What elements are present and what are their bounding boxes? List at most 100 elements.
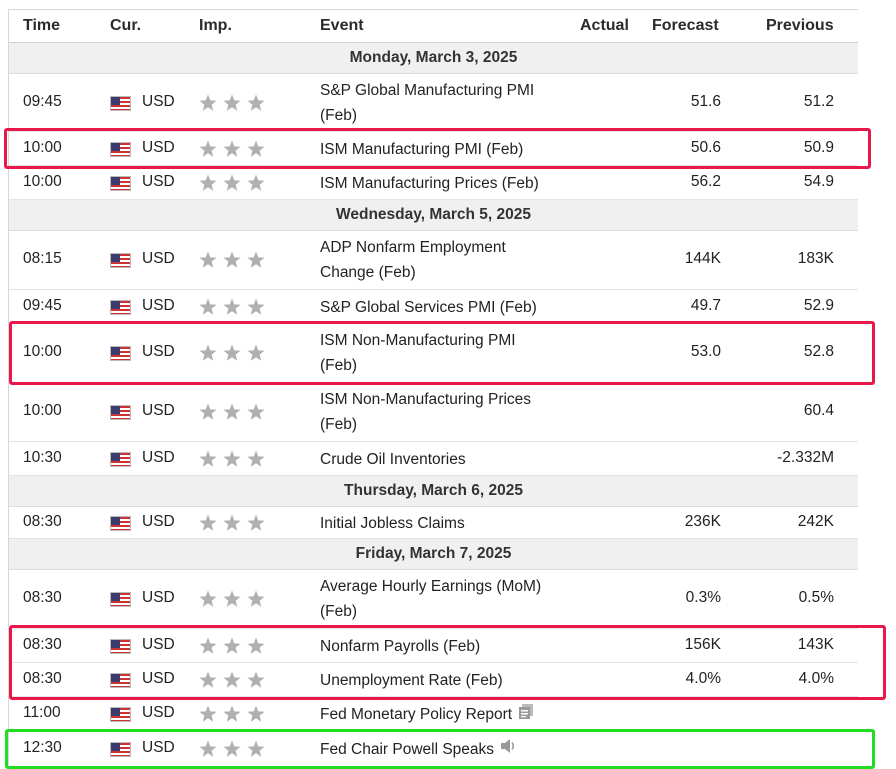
- day-header-label: Wednesday, March 5, 2025: [336, 206, 531, 223]
- event-forecast: 56.2: [690, 172, 721, 190]
- star-icon: [247, 450, 265, 467]
- event-name[interactable]: Fed Chair Powell Speaks: [320, 737, 560, 762]
- event-currency: USD: [142, 343, 175, 360]
- importance-stars: [199, 140, 269, 158]
- star-icon: [199, 671, 217, 688]
- event-name[interactable]: ISM Manufacturing Prices (Feb): [320, 171, 560, 196]
- star-icon: [247, 298, 265, 315]
- us-flag-icon: [110, 515, 131, 531]
- event-name[interactable]: Fed Monetary Policy Report: [320, 702, 560, 727]
- event-currency: USD: [142, 635, 175, 653]
- us-flag-icon: [110, 405, 131, 420]
- event-name[interactable]: Crude Oil Inventories: [320, 447, 560, 472]
- star-icon: [223, 637, 241, 654]
- star-icon: [223, 251, 241, 268]
- table-row[interactable]: 09:45 USD S&P Global Manufacturing PMI (Feb…: [9, 74, 858, 132]
- importance-stars: [199, 344, 269, 362]
- document-icon[interactable]: [518, 702, 534, 727]
- star-icon: [199, 740, 217, 757]
- importance-stars: [199, 590, 269, 608]
- col-currency-header[interactable]: Cur.: [110, 17, 142, 34]
- us-flag-icon: [110, 638, 131, 654]
- star-icon: [199, 140, 217, 157]
- col-previous-header[interactable]: Previous: [766, 17, 834, 34]
- us-flag-icon: [110, 95, 131, 111]
- event-forecast: 4.0%: [685, 669, 721, 687]
- table-row[interactable]: 08:30 USD Unemployment Rate (Feb) 4.0% 4.0%: [9, 663, 858, 697]
- col-forecast-header[interactable]: Forecast: [652, 17, 719, 34]
- table-row[interactable]: 10:30 USD Crude Oil Inventories -2.332M: [9, 442, 858, 476]
- us-flag-icon: [110, 253, 131, 268]
- event-name-line1: S&P Global Manufacturing PMI: [320, 81, 535, 99]
- star-icon: [247, 94, 265, 111]
- table-row[interactable]: 08:30 USD Initial Jobless Claims 236K 242K: [9, 507, 858, 539]
- day-header: Friday, March 7, 2025: [9, 539, 858, 570]
- event-forecast: 156K: [684, 635, 721, 653]
- table-row[interactable]: 09:45 USD S&P Global Services PMI (Feb) 49.…: [9, 290, 858, 324]
- table-row[interactable]: 10:00 USD ISM Non-Manufacturing Prices (Feb…: [9, 383, 858, 442]
- speaker-icon[interactable]: [500, 737, 518, 762]
- col-actual-header[interactable]: Actual: [580, 17, 629, 34]
- event-time: 08:30: [23, 512, 62, 530]
- event-name-line1: ISM Non-Manufacturing Prices: [320, 391, 532, 408]
- table-row[interactable]: 08:30 USD Average Hourly Earnings (MoM) (Fe…: [9, 570, 858, 629]
- star-icon: [223, 344, 241, 361]
- event-previous: 143K: [797, 635, 834, 653]
- table-header: Time Cur. Imp. Event Actual Forecast Pre…: [9, 10, 858, 43]
- table-row[interactable]: 10:00 USD ISM Manufacturing Prices (Feb) 56…: [9, 166, 858, 200]
- day-header-label: Friday, March 7, 2025: [355, 545, 512, 562]
- event-currency: USD: [142, 739, 175, 756]
- event-time: 08:30: [23, 635, 62, 653]
- event-name[interactable]: ISM Manufacturing PMI (Feb): [320, 137, 560, 162]
- event-time: 12:30: [23, 739, 62, 756]
- event-currency: USD: [142, 512, 175, 530]
- star-icon: [247, 705, 265, 722]
- table-row[interactable]: 12:30 USD Fed Chair Powell Speaks: [9, 732, 858, 767]
- star-icon: [247, 174, 265, 191]
- event-name[interactable]: S&P Global Manufacturing PMI (Feb): [320, 78, 560, 128]
- event-name[interactable]: Nonfarm Payrolls (Feb): [320, 634, 560, 659]
- event-name[interactable]: ADP Nonfarm Employment Change (Feb): [320, 235, 560, 285]
- table-row[interactable]: 10:00 USD ISM Non-Manufacturing PMI (Feb) 53…: [9, 324, 858, 383]
- event-currency: USD: [142, 704, 175, 721]
- star-icon: [199, 514, 217, 531]
- importance-stars: [199, 740, 269, 758]
- event-forecast: 50.6: [690, 138, 721, 156]
- star-icon: [199, 637, 217, 654]
- event-name[interactable]: Unemployment Rate (Feb): [320, 668, 560, 693]
- us-flag-icon: [110, 742, 131, 757]
- table-row[interactable]: 08:15 USD ADP Nonfarm Employment Change (Fe…: [9, 231, 858, 290]
- table-row[interactable]: 10:00 USD ISM Manufacturing PMI (Feb) 50.6 5…: [9, 132, 858, 166]
- event-name[interactable]: ISM Non-Manufacturing Prices (Feb): [320, 387, 560, 437]
- event-currency: USD: [142, 92, 175, 110]
- event-name-line1: ISM Manufacturing Prices (Feb): [320, 174, 539, 192]
- table-row[interactable]: 11:00 USD Fed Monetary Policy Report: [9, 697, 858, 732]
- col-time-header[interactable]: Time: [23, 17, 61, 34]
- star-icon: [223, 740, 241, 757]
- col-importance-header[interactable]: Imp.: [199, 17, 232, 34]
- event-time: 08:15: [23, 250, 62, 267]
- event-name[interactable]: Average Hourly Earnings (MoM) (Feb): [320, 574, 560, 624]
- event-time: 10:00: [23, 343, 62, 360]
- event-name[interactable]: S&P Global Services PMI (Feb): [320, 295, 560, 320]
- star-icon: [223, 140, 241, 157]
- event-time: 08:30: [23, 589, 62, 606]
- event-name-line1: Initial Jobless Claims: [320, 514, 465, 532]
- event-name-line1: Crude Oil Inventories: [320, 450, 466, 468]
- col-event-header[interactable]: Event: [320, 17, 364, 34]
- event-name[interactable]: Initial Jobless Claims: [320, 511, 560, 536]
- event-name-line1: Nonfarm Payrolls (Feb): [320, 637, 481, 655]
- star-icon: [223, 590, 241, 607]
- event-currency: USD: [142, 138, 175, 156]
- importance-stars: [199, 705, 269, 723]
- event-name-line2: (Feb): [320, 106, 358, 124]
- event-forecast: 49.7: [690, 296, 721, 314]
- star-icon: [199, 344, 217, 361]
- event-name[interactable]: ISM Non-Manufacturing PMI (Feb): [320, 328, 560, 378]
- event-time: 08:30: [23, 669, 62, 687]
- table-row[interactable]: 08:30 USD Nonfarm Payrolls (Feb) 156K 143K: [9, 629, 858, 663]
- us-flag-icon: [110, 451, 131, 467]
- table-body: Monday, March 3, 2025 09:45 USD S&P Global …: [9, 43, 858, 767]
- event-time: 10:00: [23, 172, 62, 190]
- event-forecast: 144K: [684, 250, 721, 267]
